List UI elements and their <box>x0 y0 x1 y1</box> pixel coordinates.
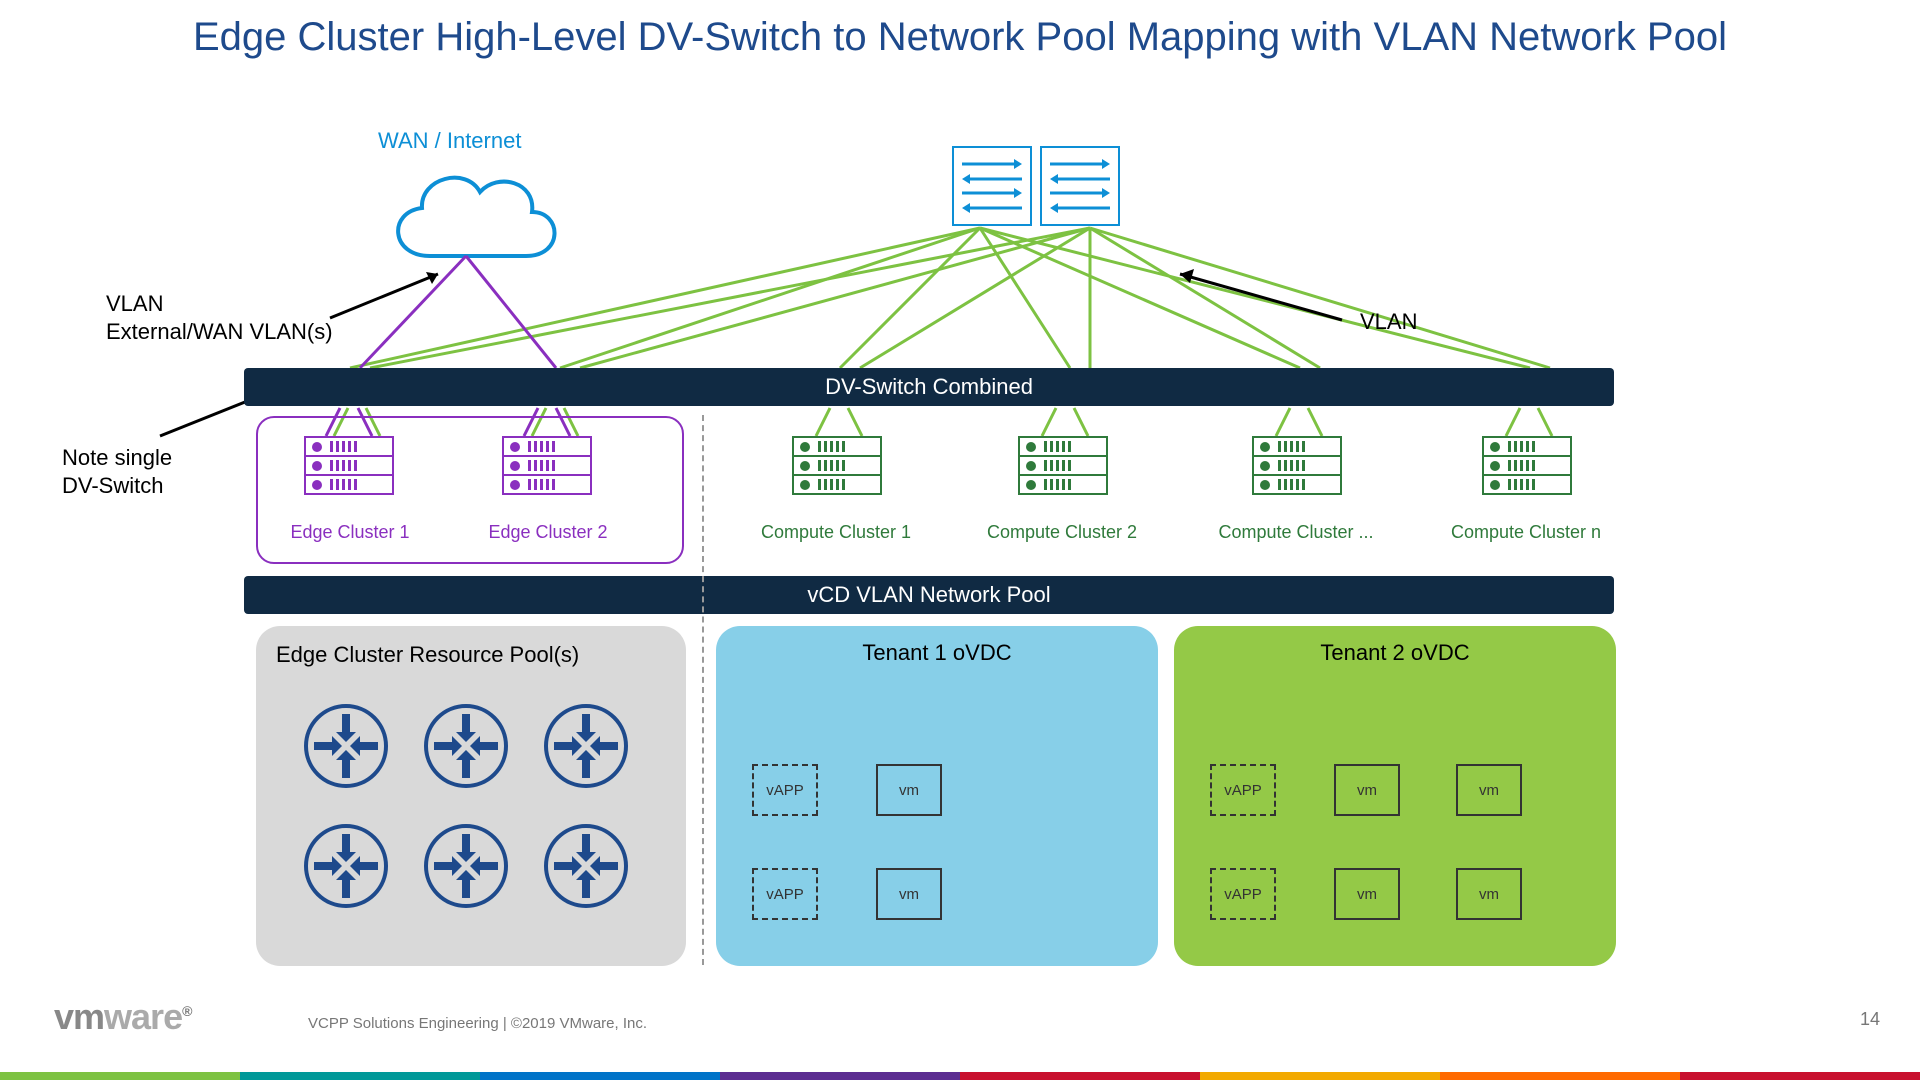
compute-cluster-1-icon <box>792 436 882 493</box>
page-number: 14 <box>1860 1009 1880 1030</box>
tenant2-vm-1: vm <box>1334 764 1400 816</box>
tenant2-vapp-2: vAPP <box>1210 868 1276 920</box>
divider-1 <box>702 415 704 965</box>
vcd-pool-bar: vCD VLAN Network Pool <box>244 576 1614 614</box>
compute-cluster-n-icon <box>1482 436 1572 493</box>
compute-cluster-1-label: Compute Cluster 1 <box>756 522 916 543</box>
edge-cluster-2-icon <box>502 436 592 493</box>
tenant2-vm-2: vm <box>1456 764 1522 816</box>
bottom-color-bar <box>0 1072 1920 1080</box>
tenant-2-title: Tenant 2 oVDC <box>1174 626 1616 666</box>
tenant1-vapp-2: vAPP <box>752 868 818 920</box>
edge-cluster-2-label: Edge Cluster 2 <box>468 522 628 543</box>
router-icons <box>256 626 686 966</box>
compute-cluster-n-label: Compute Cluster n <box>1446 522 1606 543</box>
tenant2-vm-3: vm <box>1334 868 1400 920</box>
footer-text: VCPP Solutions Engineering | ©2019 VMwar… <box>308 1015 647 1032</box>
tenant1-vm-2: vm <box>876 868 942 920</box>
edge-cluster-1-label: Edge Cluster 1 <box>270 522 430 543</box>
compute-cluster-dots-label: Compute Cluster ... <box>1216 522 1376 543</box>
compute-cluster-2-icon <box>1018 436 1108 493</box>
tenant1-vm-1: vm <box>876 764 942 816</box>
tenant1-vapp-1: vAPP <box>752 764 818 816</box>
edge-cluster-1-icon <box>304 436 394 493</box>
tenant2-vapp-1: vAPP <box>1210 764 1276 816</box>
vmware-logo: vmware® <box>54 996 191 1038</box>
compute-cluster-2-label: Compute Cluster 2 <box>982 522 1142 543</box>
compute-cluster-dots-icon <box>1252 436 1342 493</box>
tenant2-vm-4: vm <box>1456 868 1522 920</box>
tenant-1-title: Tenant 1 oVDC <box>716 626 1158 666</box>
